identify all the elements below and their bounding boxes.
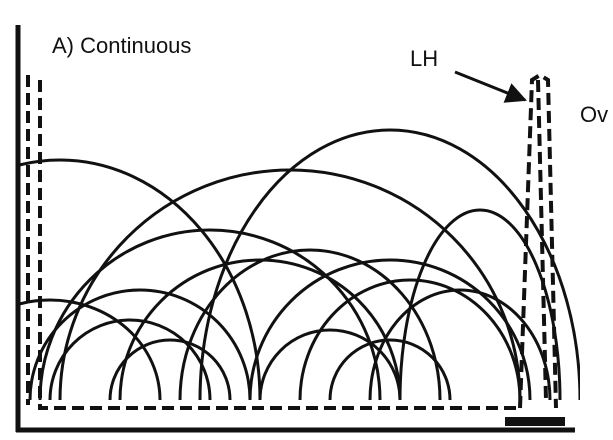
arc xyxy=(20,298,162,401)
arc xyxy=(198,128,580,401)
bar xyxy=(505,417,565,426)
arc xyxy=(108,338,232,401)
title: A) Continuous xyxy=(52,33,191,58)
arc xyxy=(398,208,562,401)
arc xyxy=(48,318,212,401)
arc xyxy=(328,338,452,401)
ov-label: Ov xyxy=(580,102,608,127)
dashed-outline xyxy=(26,72,558,410)
arc xyxy=(258,328,402,401)
arc xyxy=(248,258,532,401)
arcs xyxy=(20,128,580,401)
arc xyxy=(20,158,262,401)
arc xyxy=(178,248,442,401)
dashed-left-bottom xyxy=(26,75,520,410)
arc xyxy=(298,278,522,401)
arc xyxy=(38,228,382,401)
arrow xyxy=(454,70,527,103)
lh-label: LH xyxy=(410,46,438,71)
dashed-spike xyxy=(518,72,558,409)
arc xyxy=(368,288,552,401)
